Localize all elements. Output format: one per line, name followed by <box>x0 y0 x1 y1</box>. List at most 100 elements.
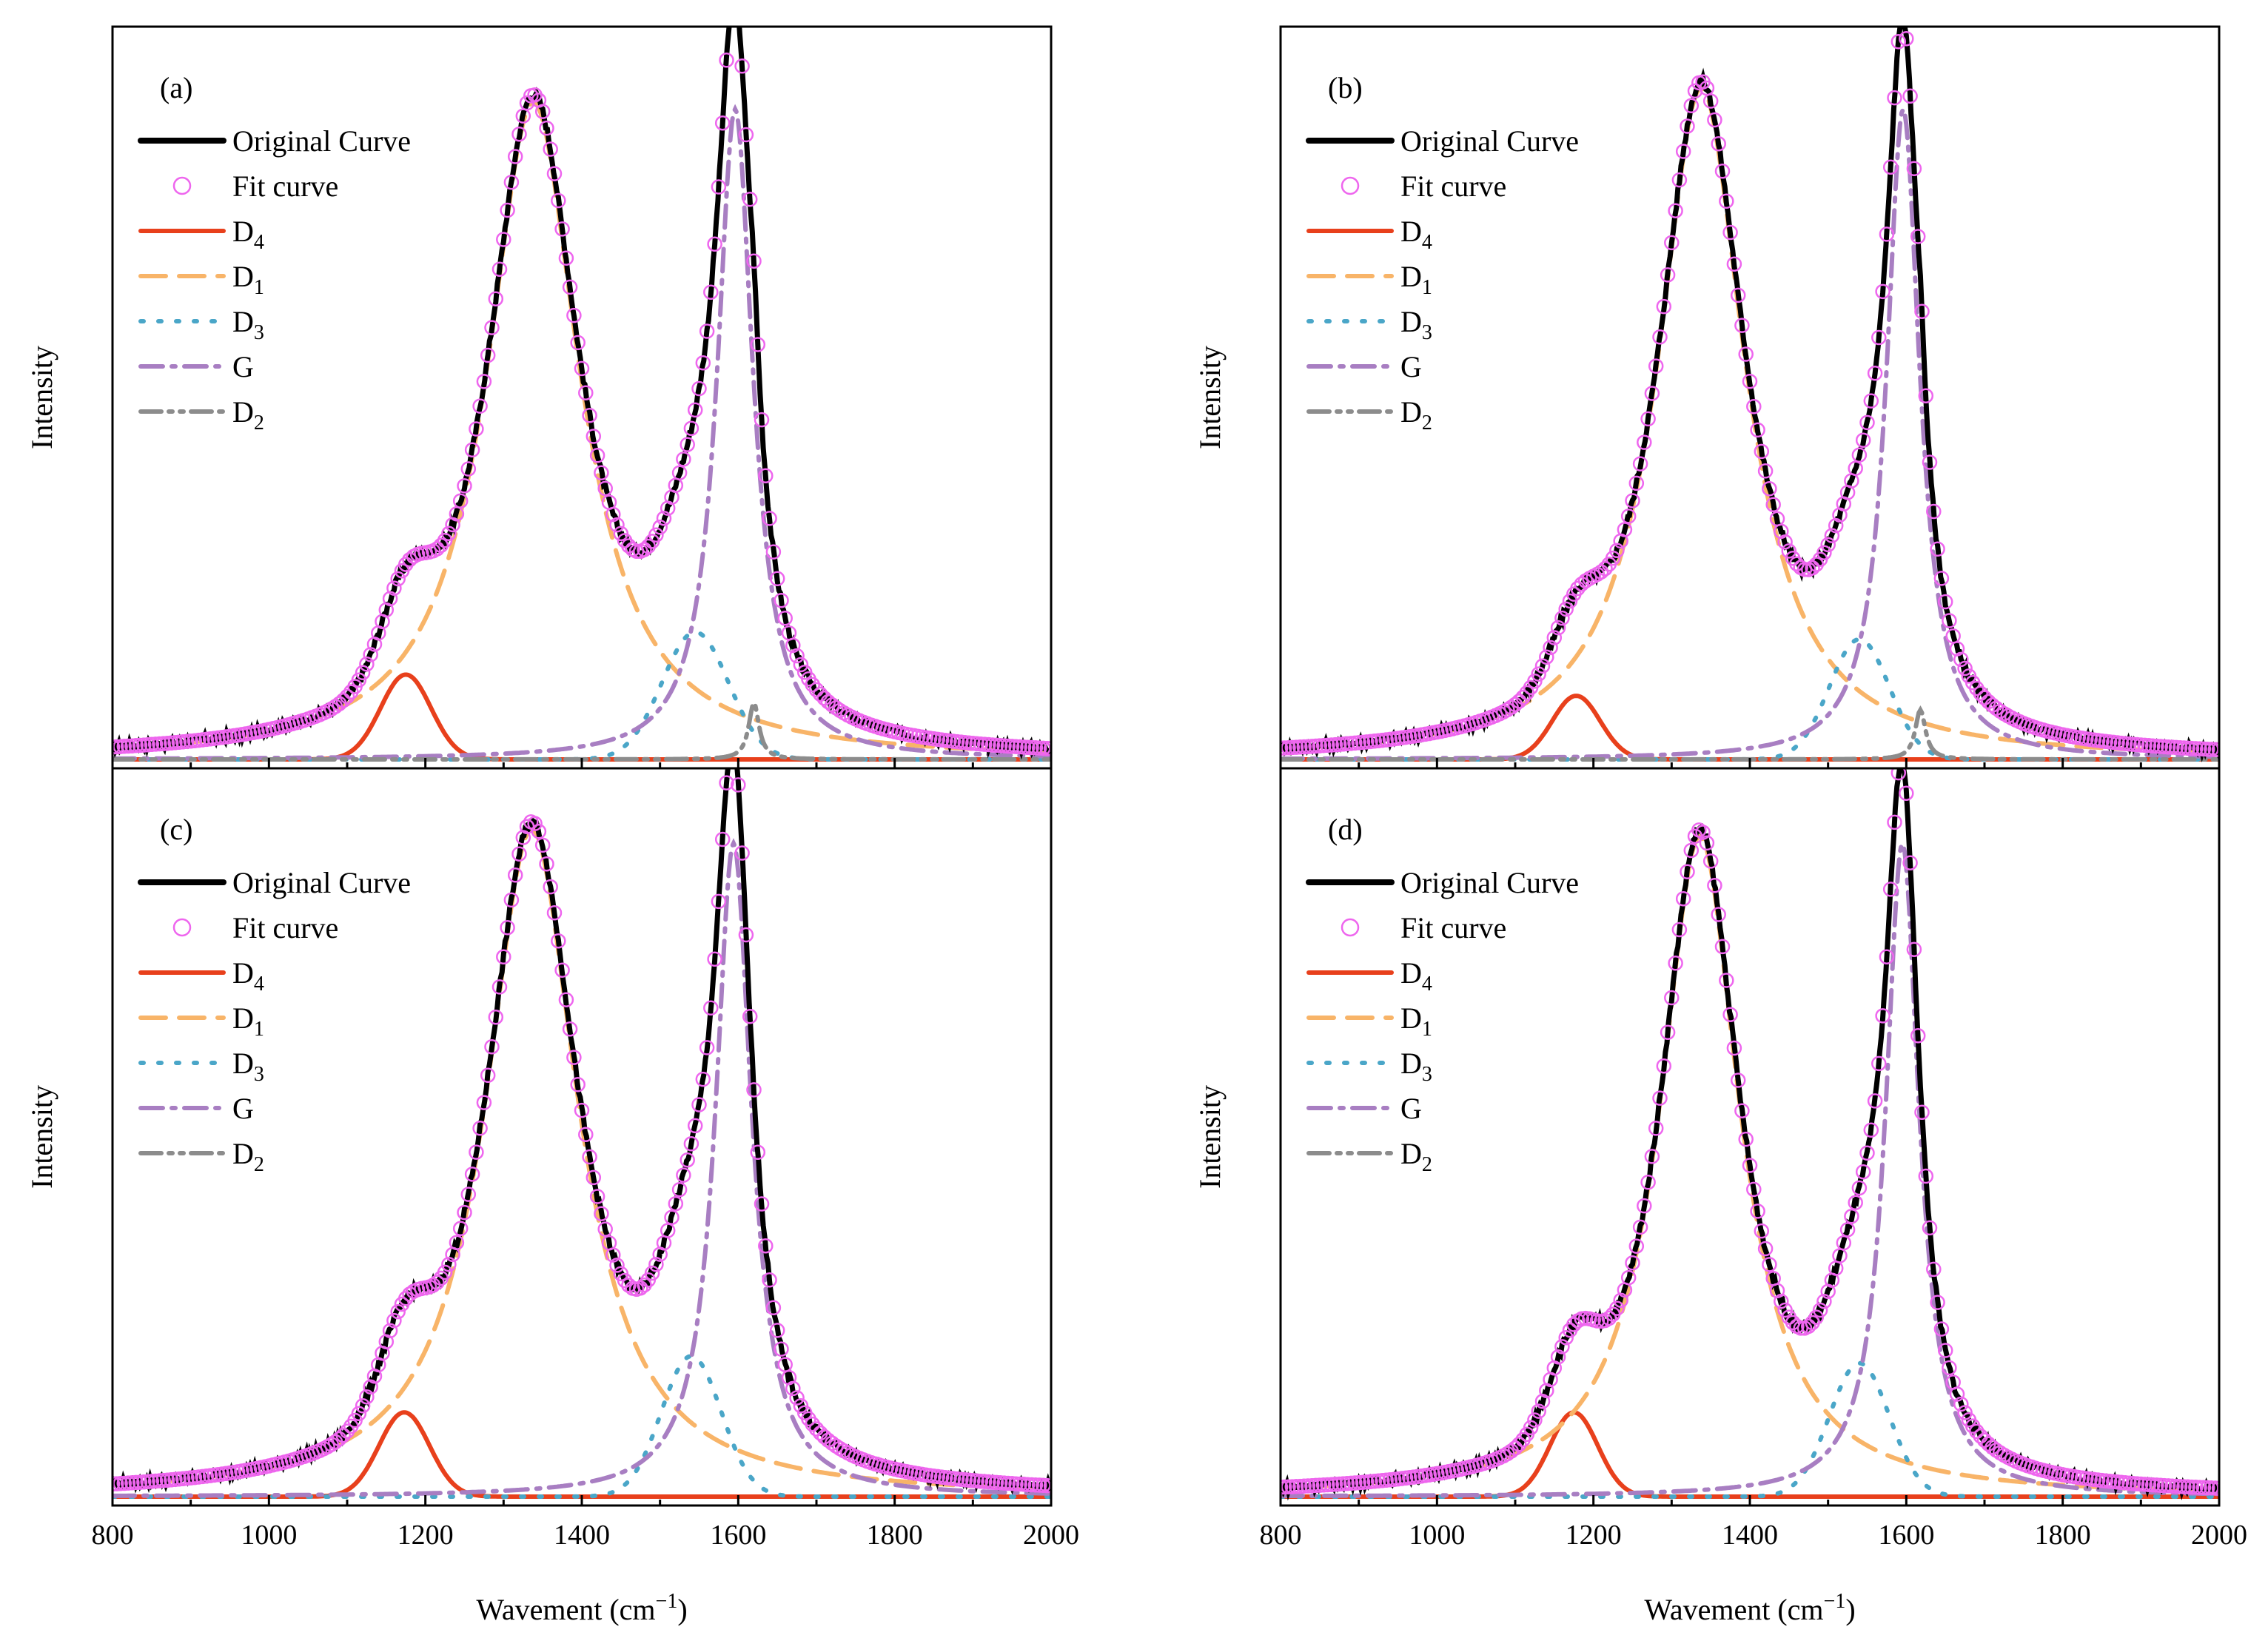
fit-point <box>551 192 566 209</box>
fit-point <box>2211 1480 2219 1496</box>
legend-marker-fit <box>172 918 192 937</box>
fit-point <box>1762 481 1777 497</box>
fit-point <box>1867 1093 1883 1109</box>
fit-point <box>2211 742 2219 758</box>
fit-point <box>570 1077 586 1092</box>
fit-point <box>1738 1131 1754 1147</box>
fit-point <box>578 385 594 400</box>
legend-label: G <box>1400 350 1422 383</box>
fit-point <box>1714 939 1731 955</box>
fit-point <box>1777 534 1793 550</box>
fit-point <box>683 1136 699 1152</box>
x-tick-label: 1000 <box>241 1520 297 1551</box>
fit-point <box>1702 93 1719 109</box>
fit-point <box>644 1265 660 1281</box>
x-tick-label: 1200 <box>397 1520 454 1551</box>
fit-point <box>534 104 551 119</box>
panel-label: (c) <box>160 813 192 846</box>
fit-point <box>1848 460 1863 477</box>
fit-point <box>1637 1198 1652 1214</box>
plot-area <box>113 7 1051 762</box>
fit-point <box>1664 990 1680 1006</box>
fit-point <box>1746 399 1762 414</box>
fit-point <box>390 571 406 587</box>
legend-label: D2 <box>1400 395 1432 434</box>
fit-point <box>1558 1329 1574 1346</box>
fit-point <box>691 380 707 397</box>
fit-point <box>1531 1403 1546 1419</box>
fit-point <box>554 962 570 978</box>
fit-point <box>469 421 484 437</box>
fit-point <box>762 511 777 526</box>
legend-label: D4 <box>232 956 264 996</box>
fit-point <box>1043 1478 1051 1494</box>
fit-point <box>683 420 699 436</box>
panel-label: (b) <box>1328 71 1363 104</box>
fit-point <box>1848 1195 1863 1211</box>
fit-point <box>1699 835 1715 851</box>
legend-label: D3 <box>1400 1047 1432 1086</box>
legend-label: G <box>1400 1092 1422 1125</box>
fit-point <box>469 1144 484 1160</box>
fit-point <box>691 1097 707 1112</box>
fit-point <box>648 527 664 543</box>
fit-point <box>785 1380 801 1397</box>
fit-point <box>671 465 688 480</box>
fit-point <box>1879 949 1895 964</box>
fit-point <box>1899 30 1914 47</box>
fit-point <box>1774 523 1789 539</box>
fit-point <box>1722 1007 1738 1022</box>
fit-point <box>441 526 457 542</box>
fit-point <box>609 1258 625 1273</box>
series-fit-curve <box>1281 30 2219 758</box>
fit-point <box>1851 447 1868 463</box>
fit-point <box>1707 878 1722 893</box>
fit-point <box>728 740 741 753</box>
fit-point <box>1671 922 1688 938</box>
fit-point <box>1652 1090 1668 1106</box>
fit-point <box>731 7 745 20</box>
fit-point <box>594 1206 609 1221</box>
fit-point <box>1632 456 1648 471</box>
fit-point <box>562 279 578 295</box>
fit-point <box>476 1095 492 1110</box>
fit-point <box>1738 346 1754 362</box>
fit-point <box>1875 1008 1890 1024</box>
fit-point <box>1671 172 1688 188</box>
fit-point <box>769 571 785 587</box>
fit-point <box>511 846 527 862</box>
fit-point <box>824 1435 840 1451</box>
series-original-curve <box>1281 768 2219 1501</box>
fit-point <box>714 831 731 847</box>
fit-point <box>1593 564 1609 580</box>
plot-area <box>1281 768 2219 1501</box>
fit-point <box>777 610 793 626</box>
fit-point <box>558 992 574 1007</box>
fit-point <box>648 1257 664 1272</box>
fit-point <box>1890 768 1907 781</box>
fit-point <box>2195 1480 2212 1496</box>
fit-point <box>769 1323 785 1338</box>
fit-point <box>1656 1058 1672 1074</box>
fit-point <box>1801 1318 1816 1335</box>
fit-point <box>1742 373 1758 389</box>
fit-point <box>617 1272 633 1289</box>
fit-point <box>589 448 605 463</box>
fit-point <box>746 253 762 269</box>
fit-point <box>1867 365 1883 381</box>
legend-label: Original Curve <box>232 124 411 158</box>
panel-label: (d) <box>1328 813 1363 846</box>
fit-point <box>2176 1479 2192 1494</box>
fit-point <box>1683 98 1700 114</box>
series-G <box>113 838 1051 1498</box>
fit-point <box>1816 1293 1832 1309</box>
fit-point <box>1613 1292 1628 1308</box>
fit-point <box>1953 1396 1969 1412</box>
fit-point <box>1910 1027 1926 1044</box>
fit-point <box>1640 411 1656 427</box>
fit-point <box>1882 882 1899 897</box>
fit-point <box>1668 203 1683 218</box>
fit-point <box>1726 256 1742 272</box>
fit-point <box>507 867 523 883</box>
